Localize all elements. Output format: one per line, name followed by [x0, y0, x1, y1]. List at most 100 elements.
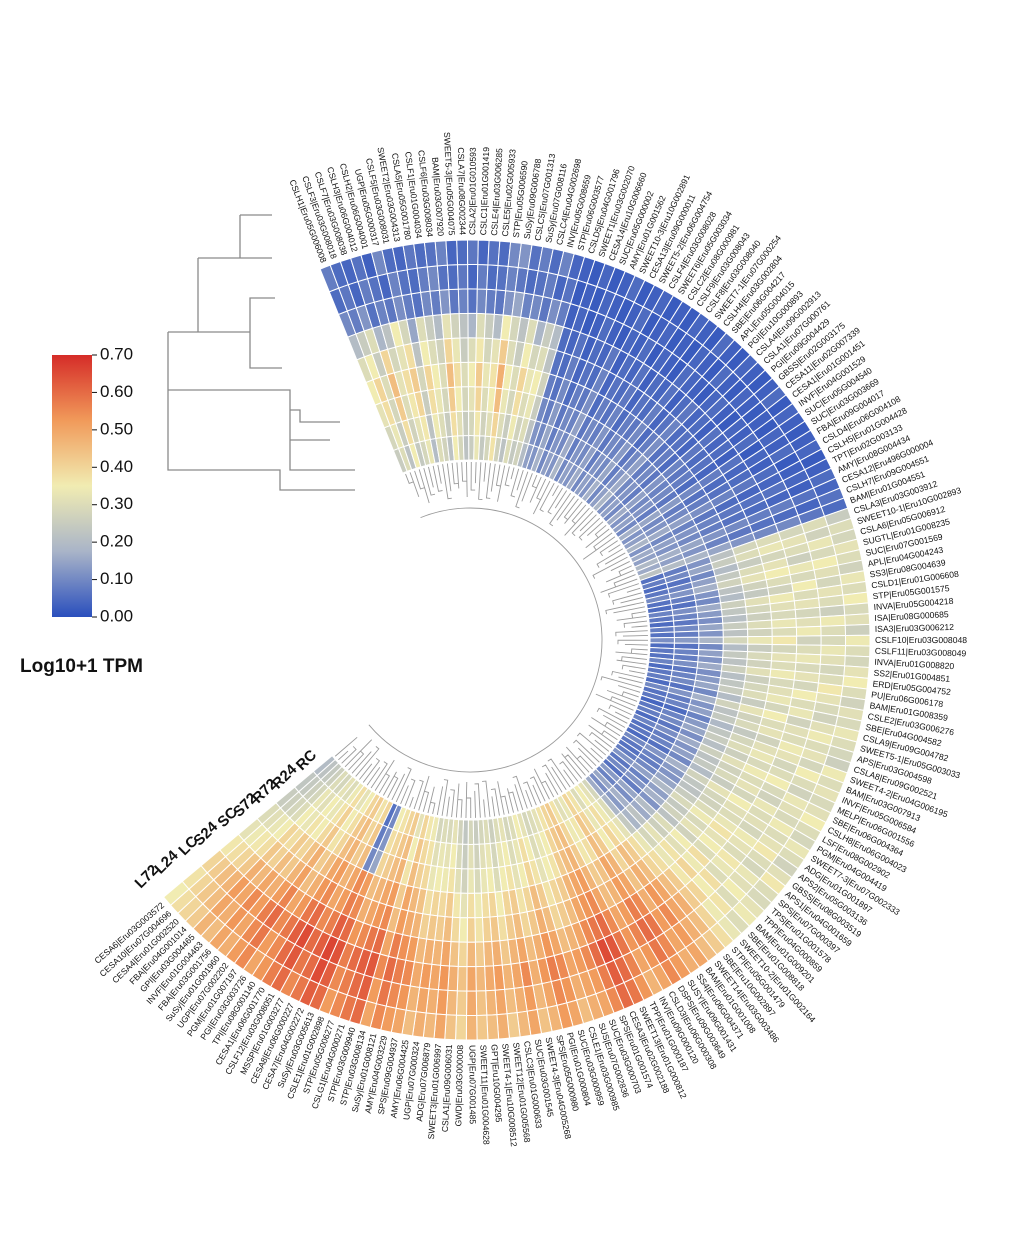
- gene-label: INVA|Eru01G008820: [874, 657, 955, 671]
- heatmap-cell: [771, 644, 798, 655]
- heatmap-cell: [467, 263, 479, 290]
- heatmap-cell: [451, 337, 462, 364]
- heatmap-cell: [467, 386, 476, 412]
- heatmap-cell: [820, 634, 847, 647]
- heatmap-cell: [474, 916, 485, 943]
- heatmap-cell: [461, 386, 470, 412]
- heatmap-cell: [456, 239, 469, 266]
- heatmap-cell: [476, 288, 488, 315]
- colorbar-title: Log10+1 TPM: [20, 656, 143, 677]
- heatmap-cell: [467, 843, 475, 870]
- heatmap-cell: [475, 990, 488, 1017]
- heatmap-cell: [844, 645, 871, 658]
- heatmap-cell: [819, 614, 846, 627]
- heatmap-cell: [465, 1014, 478, 1041]
- gene-label: ISA3|Eru03G006212: [875, 622, 955, 634]
- gene-label: CSLA2|Eru01G010593: [467, 147, 478, 235]
- colorbar-gradient: [52, 355, 92, 617]
- heatmap-cell: [457, 288, 469, 315]
- heatmap-cell: [445, 239, 459, 266]
- heatmap-cell: [458, 312, 469, 339]
- heatmap-cell: [796, 635, 822, 646]
- colorbar-tick-label: 0.20: [100, 532, 133, 551]
- sample-dendrogram: [167, 214, 355, 491]
- heatmap-cell: [477, 239, 490, 266]
- gene-label: GWD|Eru03G000008: [453, 1045, 465, 1127]
- heatmap-cell: [457, 263, 469, 290]
- heatmap-cell: [473, 868, 482, 894]
- heatmap-cell: [476, 1014, 489, 1041]
- heatmap-cell: [434, 240, 448, 267]
- heatmap-cell: [461, 410, 470, 437]
- heatmap-cell: [722, 628, 749, 638]
- heatmap-cell: [467, 239, 479, 266]
- heatmap-cell: [820, 624, 847, 637]
- heatmap-cell: [459, 337, 469, 363]
- heatmap-cell: [467, 819, 475, 845]
- colorbar-tick-label: 0.00: [100, 606, 133, 625]
- heatmap-cell: [771, 626, 798, 637]
- colorbar-tick-label: 0.60: [100, 382, 133, 401]
- heatmap-cell: [844, 613, 871, 626]
- colorbar-tick-label: 0.50: [100, 419, 133, 438]
- heatmap-cell: [747, 627, 773, 638]
- heatmap-cell: [467, 868, 476, 894]
- heatmap-cell: [467, 361, 477, 388]
- heatmap-cell: [455, 990, 468, 1017]
- heatmap-cell: [698, 636, 724, 645]
- heatmap-cell: [462, 435, 470, 461]
- heatmap-cell: [486, 1014, 500, 1041]
- heatmap-cell: [475, 965, 487, 992]
- gene-label: SWEET5-3|Eru05G004075: [442, 132, 457, 236]
- gene-label: GPT|Eru10G004295: [489, 1044, 504, 1123]
- heatmap-cell: [472, 819, 480, 845]
- gene-label: ISA|Eru08G000685: [874, 609, 949, 623]
- heatmap-cell: [845, 634, 871, 647]
- gene-label: CSLA7|Eru08G002344: [456, 147, 468, 235]
- heatmap-cell: [820, 644, 847, 657]
- heatmap-cell: [673, 630, 700, 639]
- heatmap-cell: [452, 361, 463, 388]
- colorbar-tick-label: 0.10: [100, 569, 133, 588]
- heatmap-cell: [448, 288, 460, 315]
- dendrogram-branches: [334, 462, 649, 818]
- heatmap-cell: [795, 625, 822, 637]
- heatmap-cell: [466, 966, 477, 992]
- heatmap-cell: [455, 1014, 468, 1041]
- gene-label: SWEET11|Eru01G004628: [478, 1045, 491, 1145]
- heatmap-cell: [466, 990, 478, 1017]
- heatmap-cell: [649, 631, 675, 639]
- heatmap-cell: [483, 940, 494, 967]
- gene-dendrogram: [334, 462, 649, 818]
- heatmap-cell: [466, 892, 476, 919]
- heatmap-cell: [673, 636, 700, 644]
- heatmap-cell: [484, 965, 496, 992]
- heatmap-cell: [771, 617, 797, 629]
- heatmap-cell: [467, 288, 478, 314]
- heatmap-cell: [473, 892, 483, 919]
- heatmap-cell: [746, 619, 773, 630]
- gene-label: CSLF11|Eru03G008049: [875, 646, 967, 659]
- heatmap-cell: [722, 636, 749, 645]
- heatmap-cell: [844, 623, 871, 637]
- heatmap-cell: [473, 843, 481, 870]
- colorbar-tick-label: 0.70: [100, 344, 133, 363]
- heatmap-cell: [476, 264, 489, 290]
- heatmap-cell: [457, 941, 468, 968]
- gene-label: UGP|Eru07G001485: [467, 1045, 477, 1124]
- heatmap-cell: [771, 635, 798, 646]
- gene-labels: CSLH1|Eru05G006008CSLF3|Eru03G008018CSLF…: [92, 132, 967, 1147]
- gene-label: CSLA1|Eru09G006031: [440, 1044, 454, 1132]
- heatmap-cell: [467, 337, 477, 363]
- heatmap-cell: [162, 880, 190, 906]
- heatmap-cell: [698, 629, 724, 638]
- heatmap-cell: [747, 635, 773, 646]
- heatmap: [162, 239, 871, 1041]
- heatmap-cell: [649, 637, 675, 644]
- heatmap-cell: [466, 941, 477, 968]
- heatmap-cell: [485, 989, 498, 1016]
- heatmap-cell: [795, 644, 822, 656]
- gene-label: CSLF10|Eru03G008048: [875, 635, 967, 645]
- heatmap-cell: [446, 264, 459, 291]
- colorbar-tick-label: 0.30: [100, 494, 133, 513]
